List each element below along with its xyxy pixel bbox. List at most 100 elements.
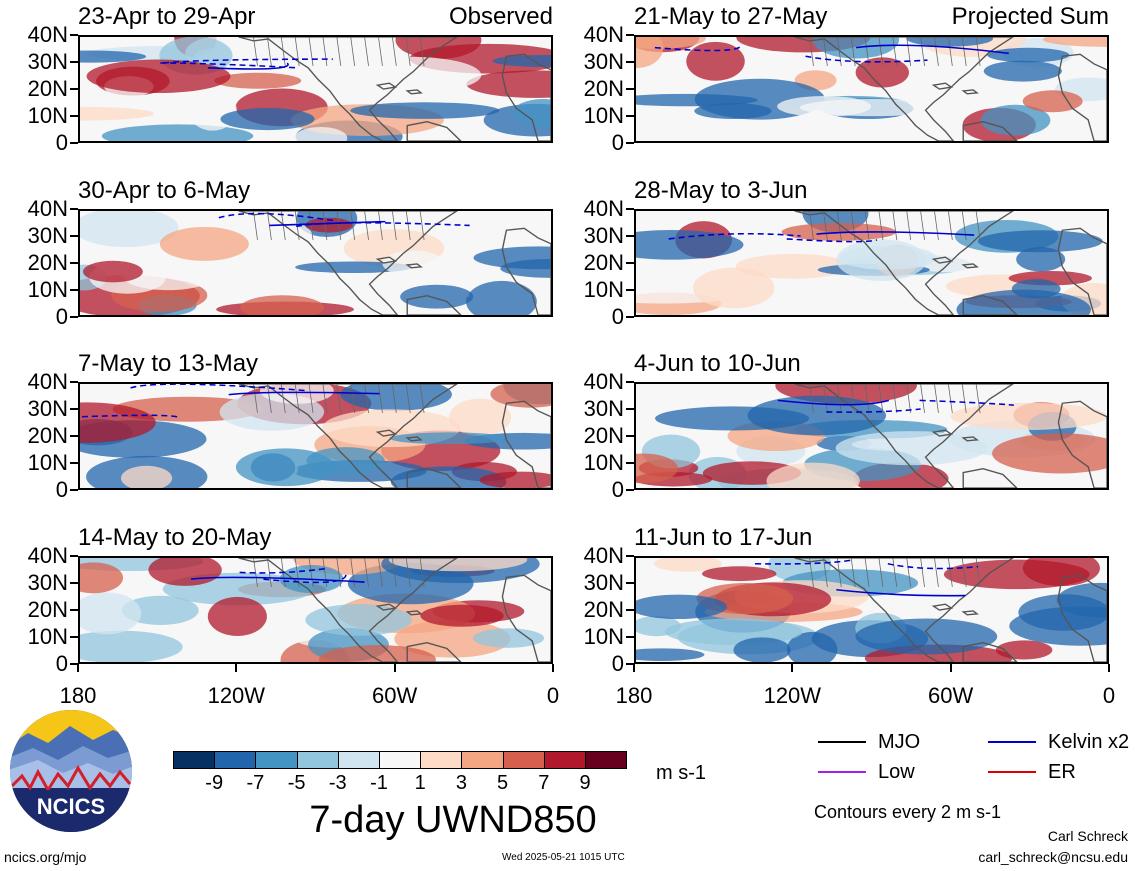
colorbar-label: 1 — [414, 772, 426, 794]
colorbar-swatch — [296, 751, 339, 769]
colorbar-label: 3 — [455, 772, 467, 794]
footer-url: ncics.org/mjo — [4, 849, 87, 865]
lat-label: 40N — [583, 22, 624, 47]
anomaly-map — [78, 382, 553, 490]
colorbar-swatch — [214, 751, 257, 769]
lon-tick — [949, 664, 952, 672]
lat-label: 40N — [583, 369, 624, 394]
lon-tick — [235, 664, 238, 672]
lat-label: 40N — [27, 22, 68, 47]
lat-tick — [70, 88, 78, 90]
lat-tick — [626, 381, 634, 383]
figure-title: 7-day UWND850 — [309, 799, 597, 841]
lat-tick — [626, 88, 634, 90]
anomaly-map — [634, 382, 1109, 490]
lat-tick — [626, 609, 634, 611]
lat-label: 40N — [583, 543, 624, 568]
lat-tick — [70, 262, 78, 264]
lat-tick — [70, 636, 78, 638]
lat-tick — [626, 262, 634, 264]
legend-swatch — [818, 741, 866, 743]
legend-label: MJO — [878, 731, 921, 753]
lat-tick — [70, 663, 78, 665]
colorbar-label: 9 — [579, 772, 591, 794]
anomaly-map — [634, 35, 1109, 143]
lat-tick — [70, 142, 78, 144]
lat-label: 20N — [583, 76, 624, 101]
anomaly-map — [634, 209, 1109, 317]
legend-label: Low — [878, 761, 915, 783]
colorbar-label: 7 — [538, 772, 550, 794]
lat-tick — [626, 462, 634, 464]
colorbar-label: 5 — [497, 772, 509, 794]
legend-label: Kelvin x2 — [1048, 731, 1130, 753]
observed-label: Observed — [448, 3, 553, 30]
lat-tick — [626, 435, 634, 437]
lat-label: 0 — [55, 477, 68, 502]
lat-label: 0 — [55, 304, 68, 329]
anomaly-map — [78, 209, 553, 317]
panel-title: 14-May to 20-May — [78, 524, 272, 551]
lon-label: 180 — [615, 683, 653, 708]
legend-swatch — [988, 741, 1036, 743]
lat-label: 20N — [27, 76, 68, 101]
lon-label: 120W — [207, 683, 266, 708]
lat-tick — [70, 609, 78, 611]
colorbar-swatch — [173, 751, 216, 769]
lat-label: 0 — [611, 651, 624, 676]
panel-title: 7-May to 13-May — [78, 350, 259, 377]
colorbar-swatch — [461, 751, 504, 769]
lat-label: 0 — [55, 130, 68, 155]
lat-label: 40N — [27, 369, 68, 394]
svg-text:NCICS: NCICS — [37, 794, 105, 819]
lat-tick — [70, 115, 78, 117]
lon-label: 60W — [372, 683, 418, 708]
footer-email: carl_schreck@ncsu.edu — [978, 849, 1128, 865]
lat-label: 30N — [583, 396, 624, 421]
footer-timestamp: Wed 2025-05-21 1015 UTC — [502, 852, 625, 863]
lat-label: 40N — [27, 543, 68, 568]
lat-label: 30N — [27, 49, 68, 74]
lat-tick — [70, 381, 78, 383]
lat-tick — [70, 435, 78, 437]
ncics-logo: NCICS — [8, 708, 134, 834]
lat-tick — [626, 115, 634, 117]
lat-label: 10N — [27, 103, 68, 128]
contour-note: Contours every 2 m s-1 — [814, 802, 1002, 822]
lat-label: 30N — [27, 396, 68, 421]
lat-tick — [70, 582, 78, 584]
lat-label: 30N — [583, 570, 624, 595]
lat-tick — [70, 555, 78, 557]
anomaly-map — [78, 556, 553, 664]
lat-tick — [626, 34, 634, 36]
colorbar-label: -9 — [205, 772, 224, 794]
lon-label: 0 — [1102, 683, 1116, 708]
lon-tick — [1108, 664, 1110, 672]
lat-tick — [626, 61, 634, 63]
lat-label: 10N — [583, 277, 624, 302]
lat-label: 30N — [27, 223, 68, 248]
colorbar-label: -7 — [246, 772, 265, 794]
lat-tick — [70, 34, 78, 36]
lat-label: 40N — [27, 196, 68, 221]
lat-label: 20N — [583, 250, 624, 275]
colorbar-label: -1 — [370, 772, 388, 794]
lat-label: 20N — [27, 423, 68, 448]
lat-tick — [626, 555, 634, 557]
lon-label: 120W — [763, 683, 822, 708]
legend-swatch — [988, 771, 1036, 773]
lat-label: 20N — [583, 597, 624, 622]
lon-tick — [77, 664, 79, 672]
lat-label: 30N — [583, 49, 624, 74]
lat-tick — [626, 582, 634, 584]
lon-label: 180 — [59, 683, 97, 708]
lon-label: 0 — [546, 683, 560, 708]
colorbar-label: -5 — [287, 772, 306, 794]
lat-tick — [626, 489, 634, 491]
panel-title: 28-May to 3-Jun — [634, 177, 808, 204]
lat-label: 0 — [611, 477, 624, 502]
lat-label: 10N — [27, 277, 68, 302]
colorbar-swatch — [379, 751, 422, 769]
footer-author: Carl Schreck — [1047, 828, 1128, 844]
lat-tick — [626, 636, 634, 638]
